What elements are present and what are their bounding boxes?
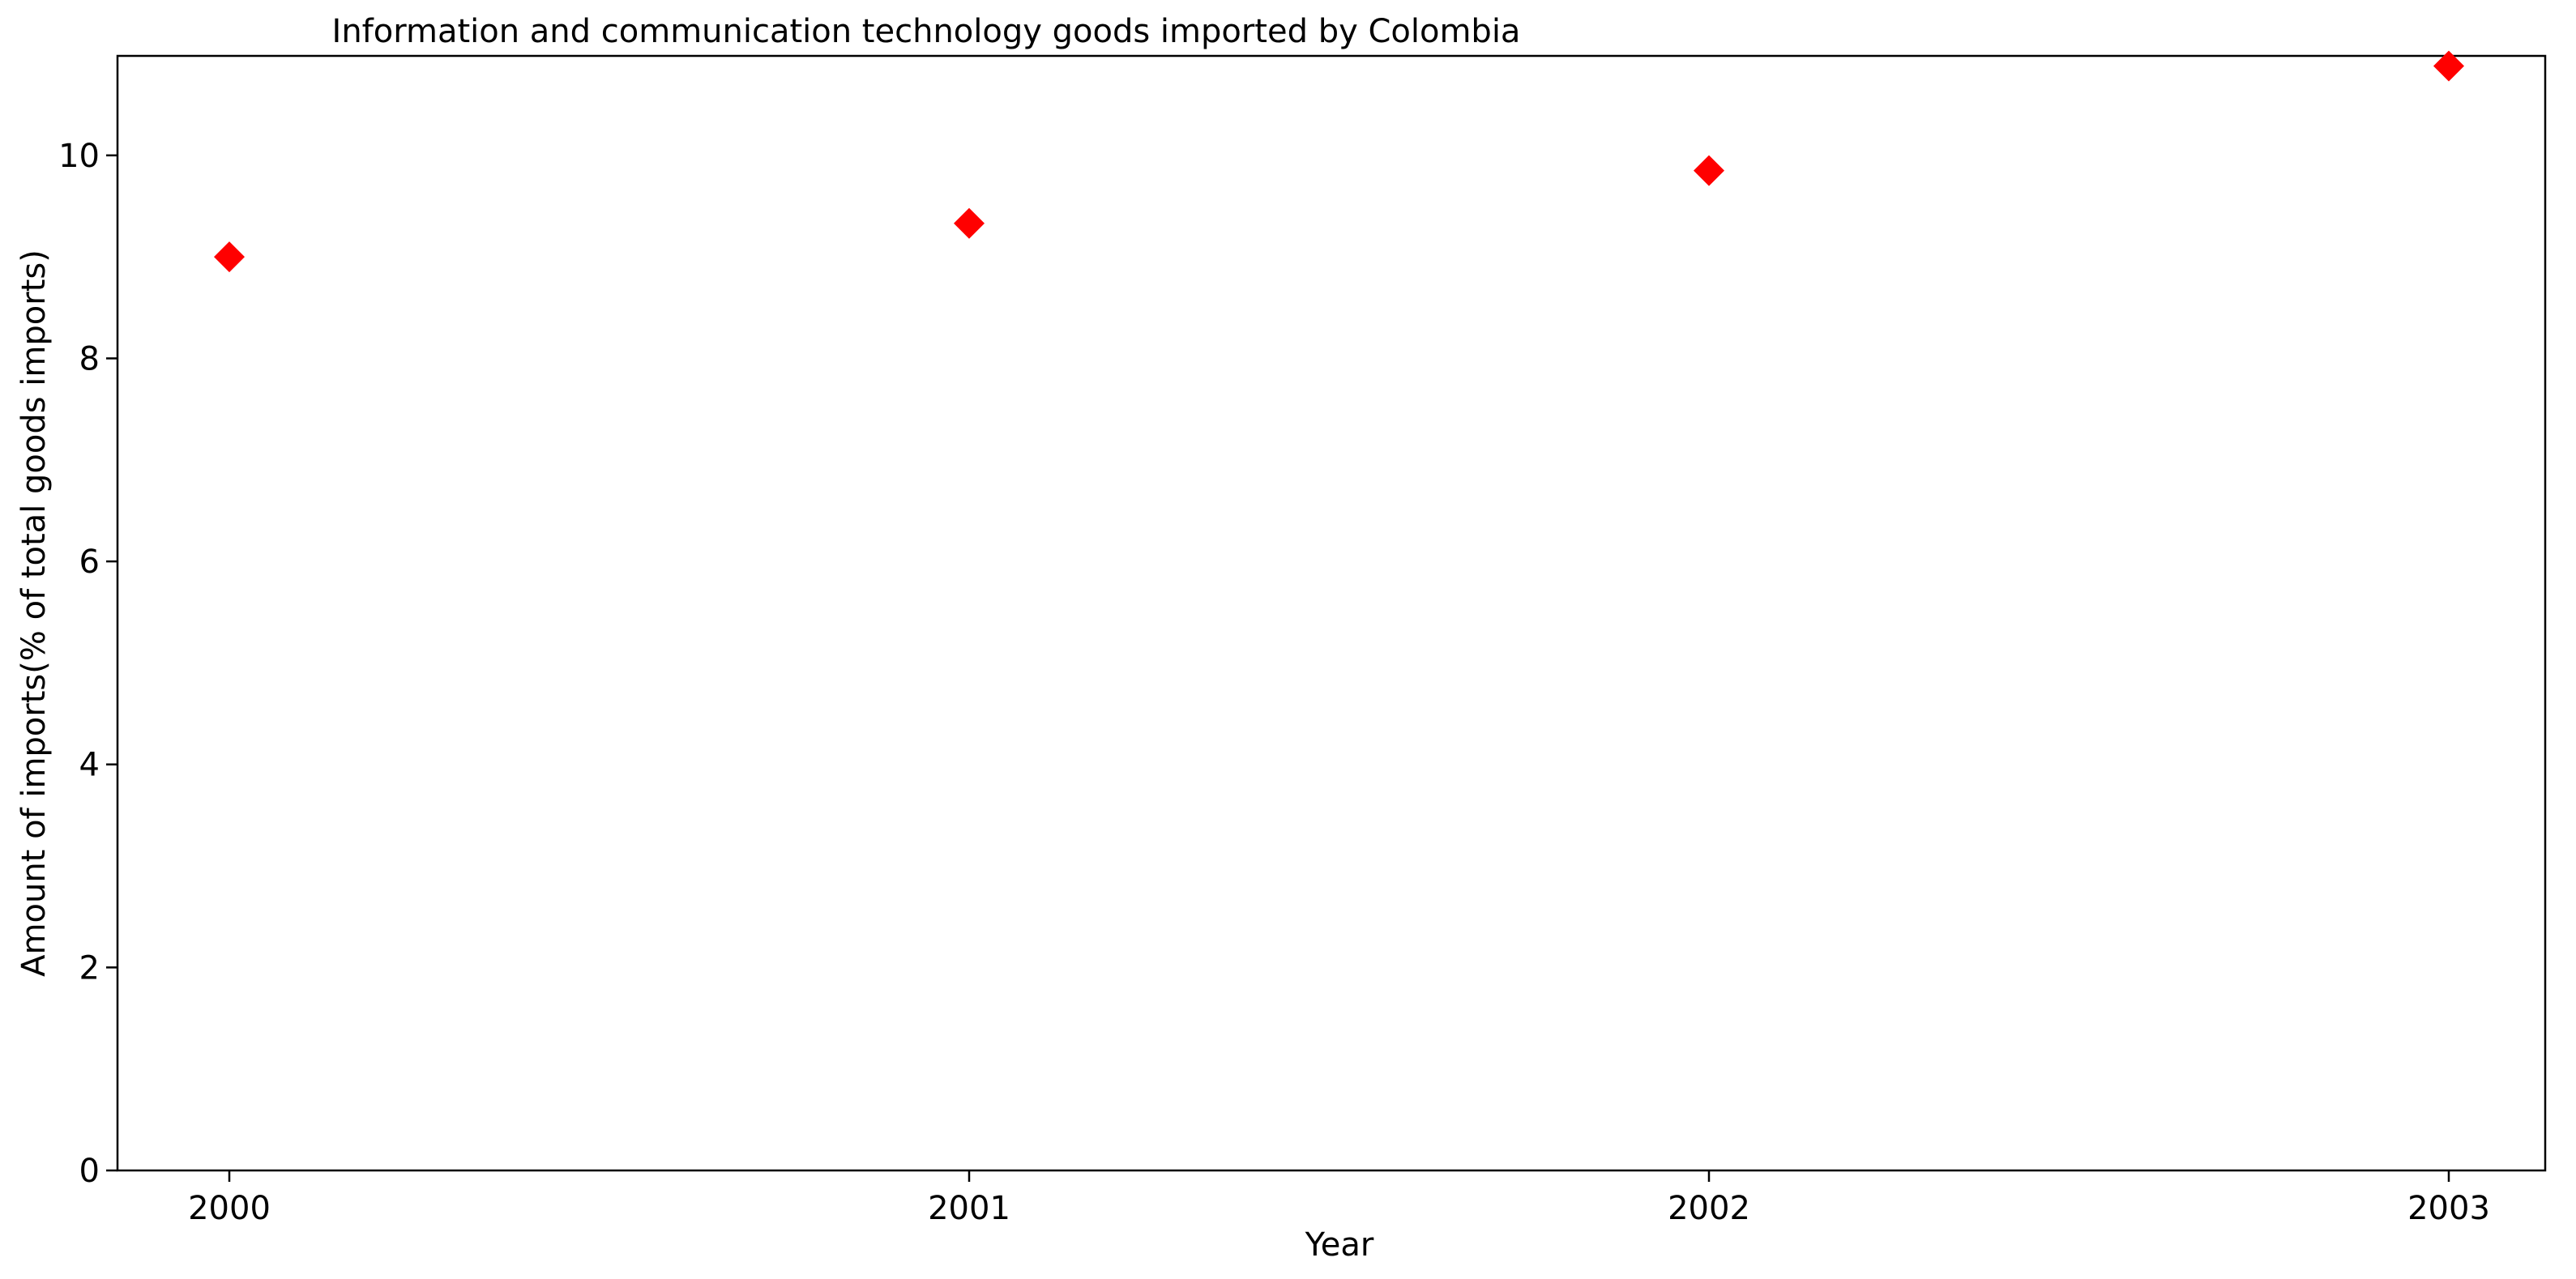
- data-point-2001: [954, 207, 985, 239]
- y-tick-label: 6: [79, 544, 100, 581]
- data-point-2002: [1694, 155, 1724, 186]
- data-point-2003: [2433, 50, 2464, 82]
- x-axis: 2000 2001 2002 2003: [188, 1170, 2490, 1227]
- data-point-2000: [214, 241, 245, 273]
- x-tick-label: 2002: [1668, 1190, 1750, 1227]
- plot-area-frame: [116, 54, 2547, 1172]
- y-axis-label: Amount of imports(% of total goods impor…: [15, 249, 53, 977]
- y-tick-label: 4: [79, 747, 100, 784]
- x-tick-label: 2000: [188, 1190, 271, 1227]
- data-points: [214, 50, 2464, 273]
- chart-title: Information and communication technology…: [332, 13, 1521, 50]
- x-tick-label: 2003: [2407, 1190, 2490, 1227]
- x-axis-label: Year: [1305, 1226, 1374, 1264]
- y-tick-label: 2: [79, 949, 100, 987]
- y-tick-label: 0: [79, 1153, 100, 1190]
- y-tick-label: 10: [58, 138, 100, 175]
- y-tick-label: 8: [79, 340, 100, 377]
- x-tick-label: 2001: [928, 1190, 1010, 1227]
- y-axis: 0 2 4 6 8 10: [58, 138, 117, 1190]
